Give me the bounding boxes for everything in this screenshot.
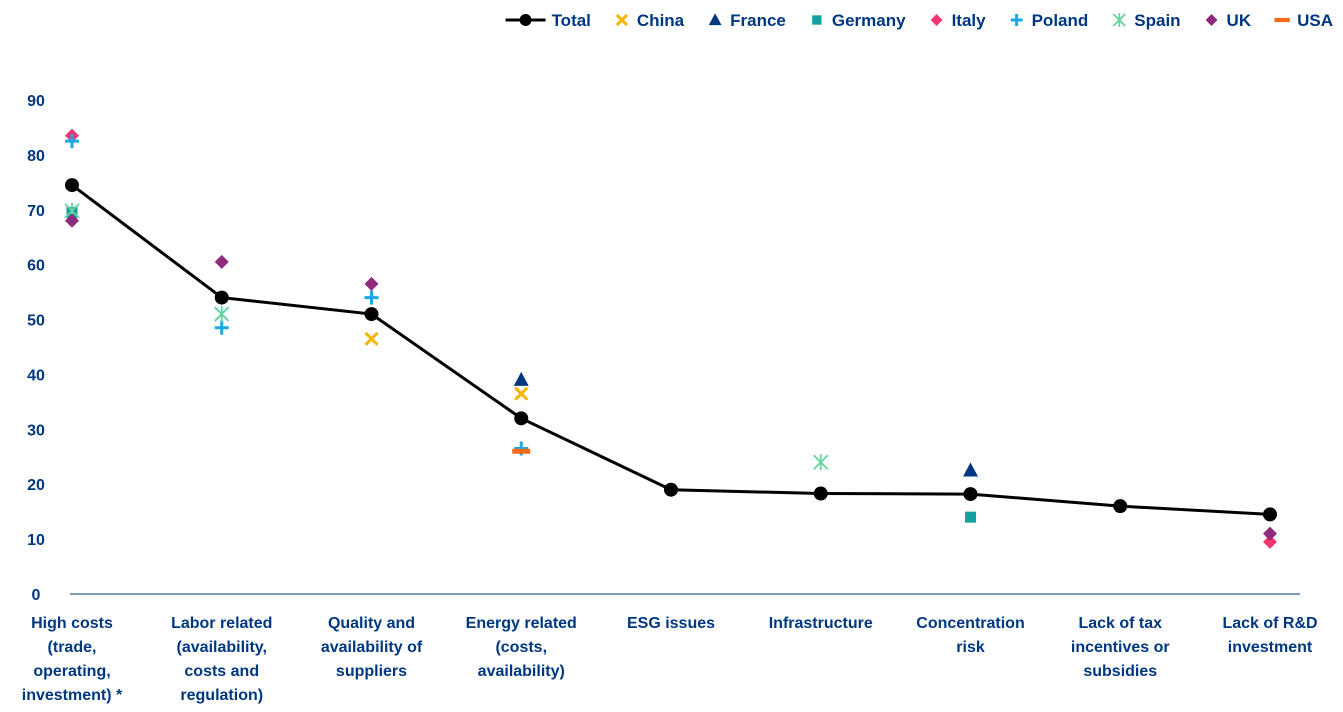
point-total-7 — [1113, 499, 1128, 514]
legend-item-spain: Spain — [1112, 11, 1181, 30]
legend-label-poland: Poland — [1032, 11, 1089, 30]
legend-label-total: Total — [552, 11, 591, 30]
total-line — [71, 183, 1271, 516]
point-total-5 — [813, 486, 828, 501]
legend-symbol-italy — [930, 14, 943, 26]
x-category-label-concentration-risk: Concentration risk — [916, 615, 1024, 656]
point-china-3 — [514, 386, 529, 401]
legend-item-china: China — [615, 11, 685, 30]
x-category-label-infrastructure: Infrastructure — [769, 615, 873, 632]
point-total-0 — [65, 178, 79, 193]
point-germany-6 — [965, 511, 976, 523]
point-spain-1 — [214, 306, 230, 323]
legend-label-france: France — [730, 11, 786, 30]
y-tick-label-10: 10 — [27, 532, 45, 549]
x-category-label-lack-of-r-d-investment: Lack of R&D investment — [1222, 615, 1317, 656]
y-tick-label-90: 90 — [27, 93, 45, 110]
point-uk-8 — [1263, 526, 1277, 541]
y-tick-label-30: 30 — [27, 422, 45, 439]
point-france-3 — [513, 371, 529, 386]
point-poland-1 — [214, 320, 229, 335]
x-category-label-lack-of-tax-incentives-or-subsidies: Lack of tax incentives or subsidies — [1071, 615, 1170, 680]
point-total-1 — [214, 290, 229, 305]
y-tick-label-0: 0 — [32, 587, 41, 604]
point-china-2 — [364, 331, 379, 346]
y-tick-label-60: 60 — [27, 258, 45, 275]
x-category-label-quality-and-availability-of-suppliers: Quality and availability of suppliers — [321, 615, 423, 680]
legend-symbol-china — [615, 13, 629, 27]
legend-item-total: Total — [505, 11, 591, 30]
point-total-4 — [664, 482, 678, 497]
legend-symbol-total — [519, 14, 532, 26]
y-tick-label-80: 80 — [27, 148, 45, 165]
point-france-6 — [963, 462, 978, 477]
legend-symbol-poland — [1010, 14, 1023, 26]
legend: Total China France Germany Italy Poland Spain U… — [505, 11, 1333, 30]
legend-item-uk: UK — [1205, 11, 1252, 30]
legend-label-spain: Spain — [1134, 11, 1180, 30]
point-total-6 — [963, 487, 978, 502]
y-tick-label-40: 40 — [27, 367, 45, 384]
legend-symbol-spain — [1112, 13, 1126, 27]
point-usa-3 — [512, 448, 531, 454]
x-category-label-energy-related-costs-availability: Energy related (costs, availability) — [466, 615, 577, 680]
legend-item-usa: USA — [1274, 11, 1333, 30]
legend-label-usa: USA — [1297, 11, 1333, 30]
point-total-8 — [1263, 507, 1277, 522]
legend-label-uk: UK — [1227, 11, 1252, 30]
legend-item-poland: Poland — [1010, 11, 1089, 30]
x-category-label-high-costs-trade-operating-investment: High costs (trade, operating, investment) * — [22, 615, 123, 704]
legend-item-germany: Germany — [812, 11, 906, 30]
legend-item-italy: Italy — [930, 11, 987, 30]
total-series — [65, 178, 1277, 522]
x-category-label-esg-issues: ESG issues — [627, 615, 715, 632]
point-total-2 — [364, 307, 379, 322]
legend-label-china: China — [637, 11, 685, 30]
x-category-label-labor-related-availability-costs-and-regulation: Labor related (availability, costs and regu… — [171, 615, 272, 704]
point-poland-2 — [364, 290, 379, 305]
y-tick-label-20: 20 — [27, 477, 45, 494]
x-axis: High costs (trade, operating, investment) *… — [22, 615, 1318, 704]
legend-label-italy: Italy — [952, 11, 987, 30]
point-uk-2 — [364, 276, 379, 291]
series-markers — [64, 128, 1277, 549]
point-total-3 — [514, 411, 529, 426]
legend-symbol-usa — [1274, 17, 1290, 23]
point-uk-0 — [65, 213, 79, 228]
y-tick-label-50: 50 — [27, 313, 45, 330]
y-tick-label-70: 70 — [27, 203, 45, 220]
legend-symbol-germany — [812, 15, 822, 25]
legend-item-france: France — [708, 11, 786, 30]
legend-symbol-france — [708, 13, 722, 26]
y-axis: 0 10 20 30 40 50 60 70 80 90 — [27, 93, 45, 604]
point-poland-0 — [65, 134, 79, 149]
legend-label-germany: Germany — [832, 11, 906, 30]
point-spain-5 — [813, 454, 829, 471]
point-uk-1 — [214, 254, 229, 269]
legend-symbol-uk — [1205, 14, 1218, 26]
point-italy-8 — [1263, 534, 1277, 549]
